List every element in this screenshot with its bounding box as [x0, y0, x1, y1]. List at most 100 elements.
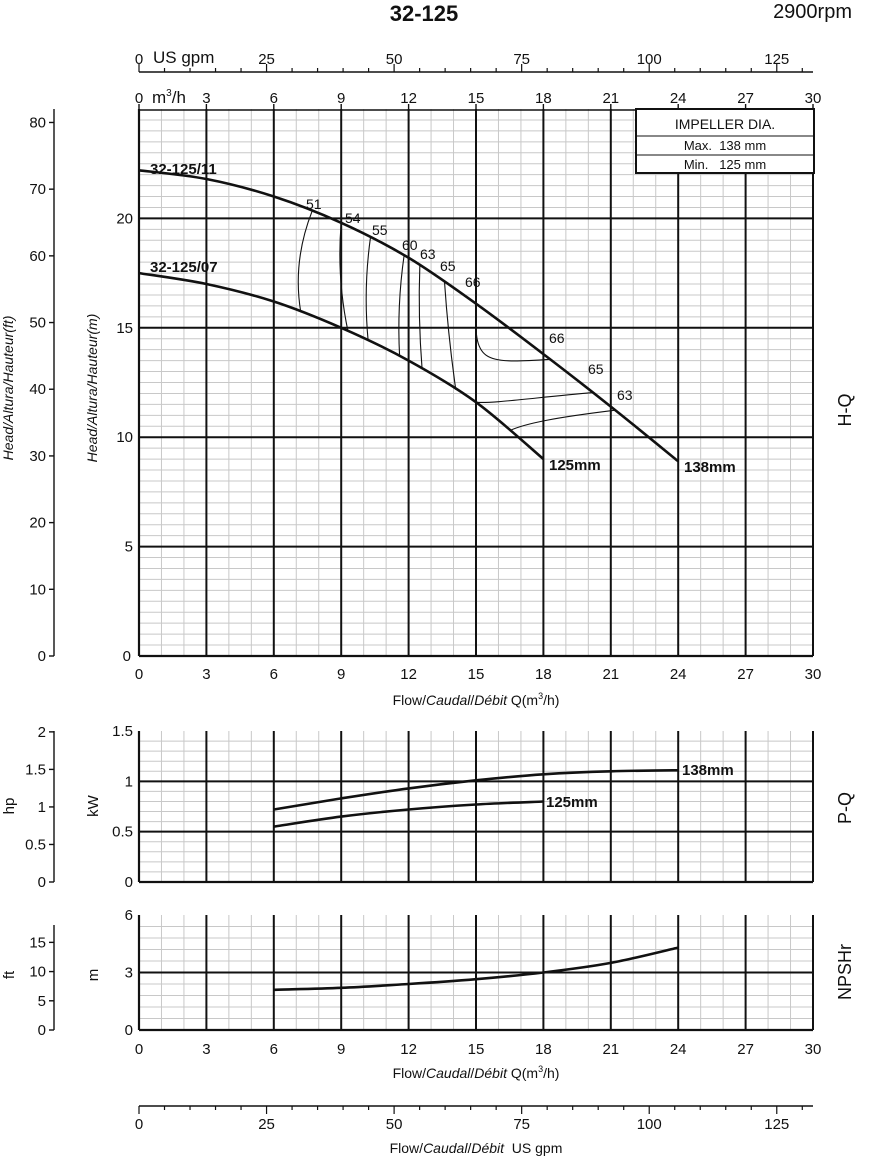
npsh-m-tick-label: 3 [125, 965, 133, 982]
eff-label-55: 55 [372, 222, 388, 238]
q-upper-tick-label: 24 [670, 666, 687, 683]
kw-tick-label: 1 [125, 773, 133, 790]
head-ft-tick-label: 80 [29, 114, 46, 131]
q-upper-tick-label: 12 [400, 666, 417, 683]
q-upper-tick-label: 9 [337, 666, 345, 683]
head-ft-tick-label: 50 [29, 315, 46, 332]
q-top-tick-label: 30 [805, 90, 822, 107]
gpm-bottom-tick-label: 50 [386, 1116, 403, 1133]
hp-tick-label: 0.5 [25, 836, 46, 853]
eff-label-63-right: 63 [617, 387, 633, 403]
iso-line-60 [398, 255, 405, 357]
head-m-tick-label: 0 [123, 648, 131, 665]
head-ft-tick-label: 30 [29, 448, 46, 465]
q-lower-tick-label: 3 [202, 1041, 210, 1058]
eff-label-63-top: 63 [420, 246, 436, 262]
pq-curve-1 [273, 800, 544, 828]
hp-tick-label: 0 [38, 874, 46, 891]
q-top-tick-label: 24 [670, 90, 687, 107]
q-lower-tick-label: 30 [805, 1041, 822, 1058]
q-lower-tick-label: 24 [670, 1041, 687, 1058]
head-ft-tick-label: 10 [29, 581, 46, 598]
head-m-tick-label: 5 [125, 539, 133, 556]
q-top-tick-label: 9 [337, 90, 345, 107]
q-upper-tick-label: 18 [535, 666, 552, 683]
gpm-top-tick-label: 100 [637, 51, 662, 68]
hq-end-label-125: 125mm [549, 457, 601, 474]
pq-end-label-125: 125mm [546, 794, 598, 811]
iso-line-63 [418, 265, 423, 369]
m-label: m [85, 969, 102, 982]
q-lower-tick-label: 15 [468, 1041, 485, 1058]
kw-label: kW [85, 794, 102, 817]
q-lower-tick-label: 12 [400, 1041, 417, 1058]
eff-label-65-right: 65 [588, 361, 604, 377]
q-top-tick-label: 21 [602, 90, 619, 107]
grid-pq [137, 731, 814, 884]
eff-label-51: 51 [306, 196, 322, 212]
gpm-top-tick-label: 25 [258, 51, 275, 68]
hp-label: hp [1, 798, 18, 815]
ft-label: ft [1, 970, 18, 979]
q-top-tick-label: 6 [270, 90, 278, 107]
iso-line-51 [297, 211, 313, 313]
q-top-tick-label: 12 [400, 90, 417, 107]
head-m-tick-label: 20 [116, 210, 133, 227]
iso-line-63-right [509, 409, 616, 432]
head-m-tick-label: 15 [116, 320, 133, 337]
q-lower-tick-label: 21 [602, 1041, 619, 1058]
q-lower-tick-label: 6 [270, 1041, 278, 1058]
npsh-m-tick-label: 6 [125, 907, 133, 924]
q-upper-tick-label: 27 [737, 666, 754, 683]
head-ft-tick-label: 40 [29, 381, 46, 398]
gpm-bottom-tick-label: 100 [637, 1116, 662, 1133]
q-top-tick-label: 27 [737, 90, 754, 107]
impeller-max: Max. 138 mm [684, 138, 766, 153]
impeller-min: Min. 125 mm [684, 157, 766, 172]
npsh-ft-tick-label: 10 [29, 964, 46, 981]
npsh-ft-tick-label: 0 [38, 1022, 46, 1039]
head-m-tick-label: 10 [116, 429, 133, 446]
head-ft-tick-label: 60 [29, 248, 46, 265]
impeller-table: IMPELLER DIA. Max. 138 mm Min. 125 mm [635, 108, 815, 174]
q-upper-tick-label: 3 [202, 666, 210, 683]
gpm-bottom-tick-label: 25 [258, 1116, 275, 1133]
flow-m3h-label-lower: Flow/Caudal/Débit Q(m3/h) [393, 1064, 560, 1081]
hp-tick-label: 1.5 [25, 761, 46, 778]
head-ft-tick-label: 20 [29, 515, 46, 532]
q-lower-tick-label: 27 [737, 1041, 754, 1058]
q-top-tick-label: 0 [135, 90, 143, 107]
hq-end-label-138: 138mm [684, 459, 736, 476]
hq-side-label: H-Q [835, 394, 855, 427]
q-upper-tick-label: 21 [602, 666, 619, 683]
flow-gpm-label: Flow/Caudal/Débit US gpm [390, 1140, 563, 1156]
iso-line-54 [339, 222, 349, 332]
q-top-tick-label: 3 [202, 90, 210, 107]
model-title: 32-125 [390, 1, 459, 26]
q-lower-tick-label: 18 [535, 1041, 552, 1058]
gpm-bottom-tick-label: 75 [513, 1116, 530, 1133]
q-upper-tick-label: 15 [468, 666, 485, 683]
npsh-m-tick-label: 0 [125, 1022, 133, 1039]
gpm-top-tick-label: 75 [513, 51, 530, 68]
npsh-ft-tick-label: 5 [38, 993, 46, 1010]
q-top-tick-label: 18 [535, 90, 552, 107]
hp-tick-label: 2 [38, 724, 46, 741]
gpm-top-tick-label: 125 [764, 51, 789, 68]
eff-label-54: 54 [345, 210, 361, 226]
series-label-11: 32-125/11 [150, 161, 217, 178]
usgpm-unit-top: US gpm [153, 48, 214, 67]
eff-label-60: 60 [402, 237, 418, 253]
iso-line-65-right [475, 392, 593, 404]
q-lower-tick-label: 9 [337, 1041, 345, 1058]
m3h-unit-top: m3/h [152, 88, 186, 107]
pq-side-label: P-Q [835, 792, 855, 824]
head-ft-tick-label: 70 [29, 181, 46, 198]
kw-tick-label: 0.5 [112, 824, 133, 841]
kw-tick-label: 1.5 [112, 723, 133, 740]
grid-hq [137, 109, 814, 658]
head-ft-tick-label: 0 [38, 648, 46, 665]
gpm-top-tick-label: 0 [135, 51, 143, 68]
eff-label-65-top: 65 [440, 258, 456, 274]
pq-end-label-138: 138mm [682, 762, 734, 779]
